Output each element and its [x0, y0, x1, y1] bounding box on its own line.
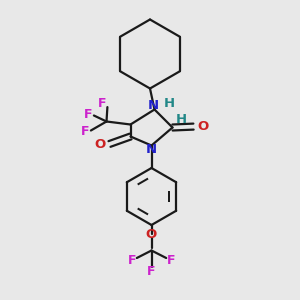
Text: O: O	[145, 227, 156, 241]
Text: F: F	[98, 97, 106, 110]
Text: N: N	[148, 99, 159, 112]
Text: F: F	[147, 265, 156, 278]
Text: F: F	[128, 254, 136, 268]
Text: O: O	[95, 138, 106, 151]
Text: F: F	[84, 107, 93, 121]
Text: H: H	[163, 97, 175, 110]
Text: H: H	[175, 112, 187, 126]
Text: F: F	[167, 254, 175, 268]
Text: N: N	[146, 143, 157, 156]
Text: O: O	[197, 119, 208, 133]
Text: F: F	[81, 125, 90, 139]
